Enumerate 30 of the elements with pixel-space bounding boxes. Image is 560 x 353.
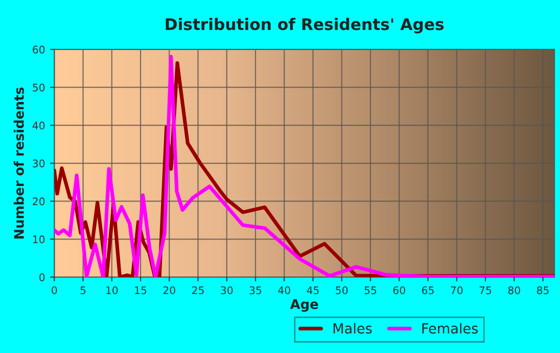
x-tick-label: 35 <box>250 286 262 294</box>
x-tick-label: 30 <box>220 286 233 294</box>
y-tick-label: 30 <box>32 159 45 168</box>
x-tick-label: 15 <box>135 286 146 294</box>
x-tick-label: 60 <box>393 286 406 294</box>
y-tick-label: 60 <box>32 46 45 54</box>
x-tick-label: 55 <box>364 286 376 294</box>
legend-label: Females <box>422 322 478 334</box>
x-tick-label: 45 <box>306 286 319 294</box>
legend-label: Males <box>334 322 372 334</box>
chart-title: Distribution of Residents' Ages <box>166 18 444 34</box>
x-tick-label: 10 <box>106 286 118 294</box>
y-tick-label: 10 <box>33 235 45 244</box>
y-tick-label: 0 <box>39 273 45 282</box>
x-tick-label: 80 <box>508 286 520 294</box>
x-tick-label: 20 <box>163 286 176 294</box>
x-tick-label: 85 <box>536 286 549 294</box>
x-tick-label: 50 <box>336 286 348 294</box>
x-tick-label: 0 <box>52 286 57 294</box>
x-tick-label: 75 <box>480 286 492 294</box>
x-tick-label: 65 <box>422 286 434 294</box>
y-tick-label: 40 <box>32 122 45 130</box>
x-tick-label: 70 <box>450 286 463 294</box>
x-tick-label: 5 <box>80 286 86 294</box>
y-tick-label: 50 <box>32 84 45 92</box>
x-tick-label: 25 <box>192 286 204 294</box>
y-axis-title: Number of residents <box>14 87 24 238</box>
y-tick-label: 20 <box>32 197 45 206</box>
x-axis-title: Age <box>290 299 318 312</box>
x-tick-label: 40 <box>278 286 290 294</box>
